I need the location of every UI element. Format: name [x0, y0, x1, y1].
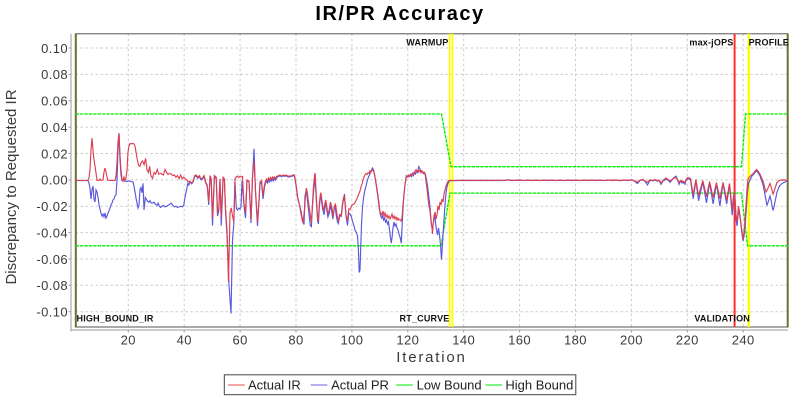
svg-text:160: 160: [508, 333, 531, 348]
svg-text:80: 80: [288, 333, 303, 348]
svg-text:240: 240: [732, 333, 755, 348]
svg-text:-0.10: -0.10: [36, 305, 68, 320]
svg-text:0.02: 0.02: [41, 146, 68, 161]
svg-text:-0.08: -0.08: [36, 278, 68, 293]
svg-text:WARMUP: WARMUP: [406, 38, 448, 48]
svg-text:-0.04: -0.04: [36, 225, 68, 240]
svg-text:0.06: 0.06: [41, 94, 68, 109]
svg-text:High Bound: High Bound: [505, 377, 573, 392]
svg-text:120: 120: [396, 333, 419, 348]
svg-text:0.10: 0.10: [41, 41, 68, 56]
svg-text:180: 180: [564, 333, 587, 348]
svg-text:RT_CURVE: RT_CURVE: [400, 314, 450, 324]
svg-text:Actual PR: Actual PR: [331, 377, 389, 392]
svg-text:0.08: 0.08: [41, 67, 68, 82]
svg-text:-0.02: -0.02: [36, 199, 68, 214]
svg-text:Actual IR: Actual IR: [248, 377, 301, 392]
svg-text:200: 200: [620, 333, 643, 348]
svg-text:Low Bound: Low Bound: [417, 377, 482, 392]
svg-text:Iteration: Iteration: [396, 349, 466, 366]
svg-text:VALIDATION: VALIDATION: [694, 314, 750, 324]
svg-text:0.00: 0.00: [41, 173, 68, 188]
svg-text:HIGH_BOUND_IR: HIGH_BOUND_IR: [77, 314, 154, 324]
svg-text:0.04: 0.04: [41, 120, 68, 135]
svg-text:220: 220: [676, 333, 699, 348]
svg-text:20: 20: [121, 333, 136, 348]
svg-text:Discrepancy to Requested IR: Discrepancy to Requested IR: [3, 89, 20, 284]
svg-text:max-jOPS: max-jOPS: [689, 38, 733, 48]
svg-text:PROFILE: PROFILE: [749, 38, 789, 48]
svg-text:60: 60: [232, 333, 247, 348]
svg-text:IR/PR Accuracy: IR/PR Accuracy: [315, 3, 484, 25]
svg-text:40: 40: [177, 333, 192, 348]
svg-text:140: 140: [452, 333, 475, 348]
svg-text:-0.06: -0.06: [36, 252, 68, 267]
svg-text:100: 100: [340, 333, 363, 348]
